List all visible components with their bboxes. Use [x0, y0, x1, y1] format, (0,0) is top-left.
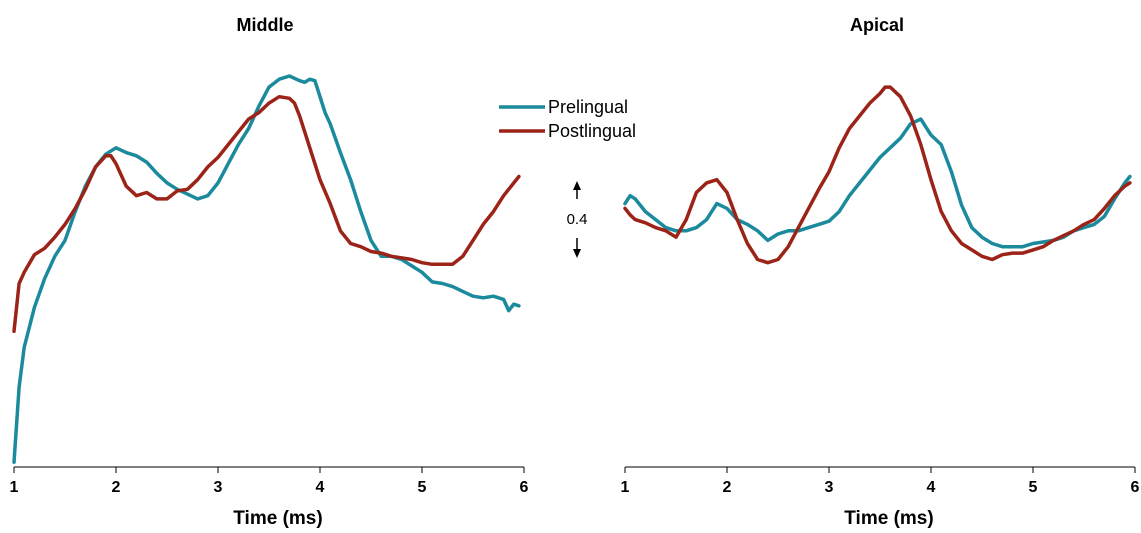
legend: Prelingual Postlingual: [499, 97, 636, 141]
scale-bar-label: 0.4: [567, 211, 588, 228]
series-line-prelingual: [12, 74, 521, 464]
x-tick-label: 3: [214, 479, 223, 496]
series-line-postlingual: [623, 85, 1132, 265]
x-axis-tick-labels: 1 2 3 4 5 6: [621, 479, 1140, 496]
x-tick-label: 1: [621, 479, 630, 496]
x-tick-label: 2: [112, 479, 121, 496]
x-tick-label: 5: [418, 479, 427, 496]
x-tick-label: 6: [1131, 479, 1140, 496]
x-axis-label: Time (ms): [233, 508, 322, 529]
chart-title-apical: Apical: [850, 15, 904, 35]
series-group: [12, 74, 521, 464]
panel-middle: Middle 1 2 3 4 5 6 Time (ms): [10, 15, 529, 529]
series-line-postlingual: [12, 94, 521, 334]
x-axis-label: Time (ms): [844, 508, 933, 529]
series-group: [623, 85, 1132, 265]
scale-bar: 0.4: [567, 181, 588, 258]
scale-arrow-down-icon: [573, 249, 581, 258]
x-tick-label: 1: [10, 479, 19, 496]
legend-label-postlingual: Postlingual: [548, 121, 636, 141]
x-axis-ticks: [624, 467, 1136, 473]
series-line-prelingual: [623, 117, 1132, 249]
scale-arrow-up-icon: [573, 181, 581, 190]
x-axis-tick-labels: 1 2 3 4 5 6: [10, 479, 529, 496]
x-tick-label: 4: [927, 479, 936, 496]
panel-apical: Apical 1 2 3 4 5 6 Time (ms): [621, 15, 1140, 529]
x-tick-label: 5: [1029, 479, 1038, 496]
x-axis-ticks: [13, 467, 525, 473]
x-tick-label: 2: [723, 479, 732, 496]
legend-label-prelingual: Prelingual: [548, 97, 628, 117]
x-tick-label: 4: [316, 479, 325, 496]
x-tick-label: 6: [520, 479, 529, 496]
x-tick-label: 3: [825, 479, 834, 496]
chart-title-middle: Middle: [237, 15, 294, 35]
